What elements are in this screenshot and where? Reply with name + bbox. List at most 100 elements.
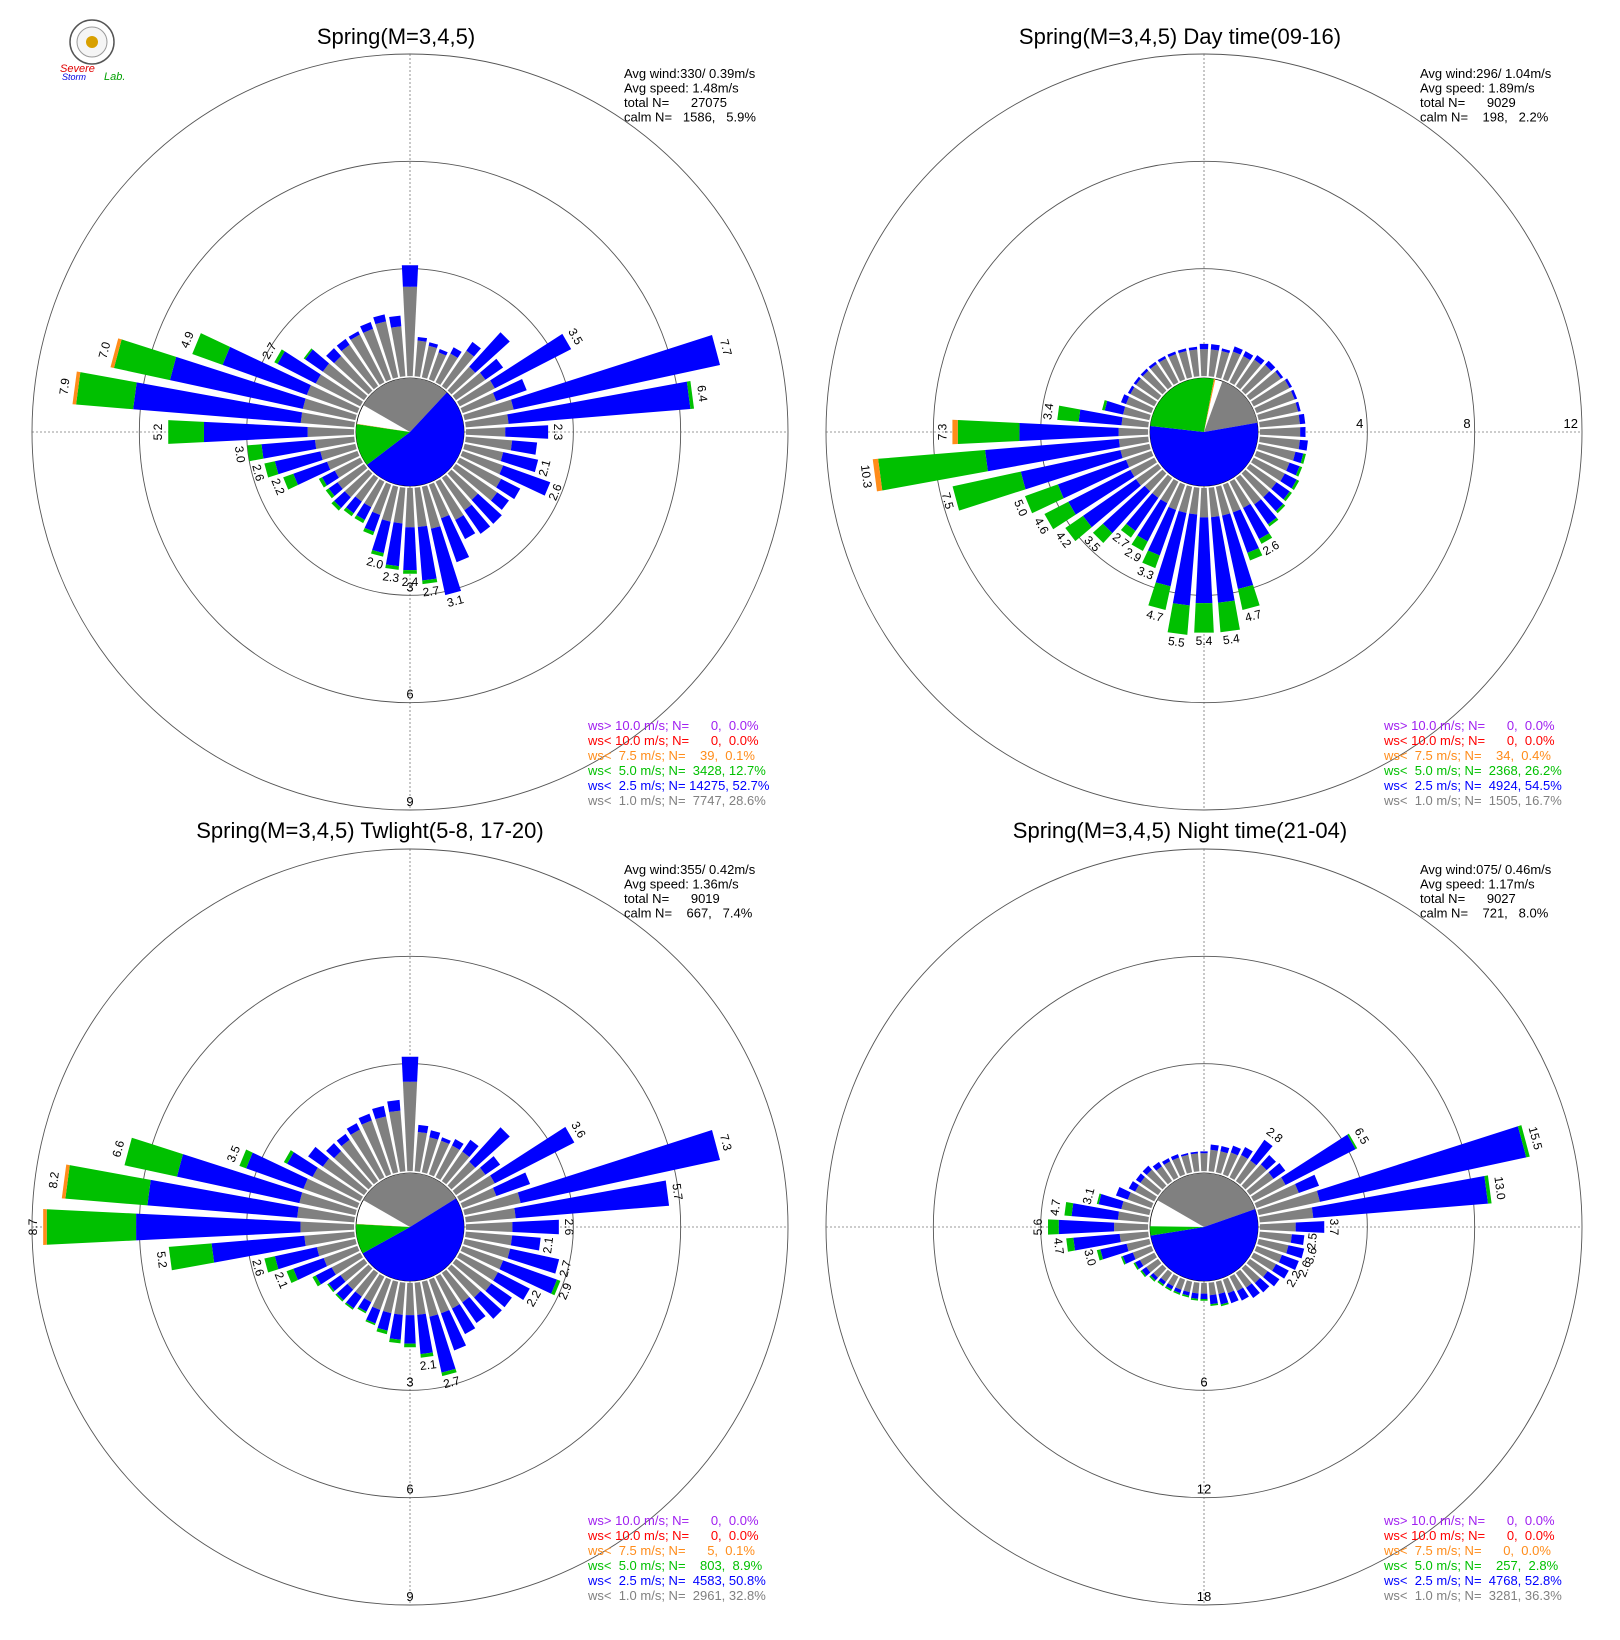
bar-segment-lt2_5 [1177,348,1187,354]
bar-segment-lt2_5 [308,1146,330,1167]
bar-segment-lt1 [457,457,502,488]
bar-segment-lt1 [1175,1277,1186,1290]
bar-segment-lt2_5 [1200,1293,1208,1300]
bar-segment-lt2_5 [1298,413,1306,425]
bar-segment-lt1 [337,463,368,490]
pie-slice-lt2_5 [362,1198,465,1282]
bar-segment-lt5 [957,419,1020,445]
bar-segment-lt1 [435,1145,460,1180]
bar-segment-lt2_5 [1260,1155,1276,1171]
pie-slice-lt5 [356,1224,410,1254]
bar-segment-lt1 [428,1140,450,1177]
bar-segment-lt2_5 [1173,1287,1182,1294]
bar-segment-lt5 [168,420,204,444]
ring-circle [31,848,789,1606]
bar-segment-lt1 [1215,1280,1225,1294]
bar-segment-lt1 [452,372,486,401]
bar-value-label: 2.6 [249,1258,267,1278]
bar-segment-lt2_5 [1236,1287,1249,1301]
bar-segment-lt1 [1120,443,1151,459]
legend-entry-gt10: ws> 10.0 m/s; N= 0, 0.0% [1383,1513,1555,1528]
bar-segment-lt1 [465,427,506,437]
bar-segment-lt1 [1139,1252,1157,1267]
bar-segment-lt2_5 [450,347,462,358]
bar-segment-lt1 [421,345,437,379]
bar-segment-lt2_5 [1122,1252,1136,1264]
bar-segment-lt2_5 [358,1298,372,1312]
pie-slice-lt1 [1204,381,1258,432]
bar-segment-lt2_5 [1218,1292,1229,1305]
bar-segment-lt2_5 [1232,346,1243,355]
bar-segment-lt2_5 [479,1156,501,1175]
pie-slice-lt1 [363,1173,456,1227]
bar-segment-lt1 [372,1277,392,1311]
bar-segment-lt2_5 [203,421,308,443]
bar-segment-lt2_5 [1209,1294,1218,1305]
bar-segment-lt2_5 [428,342,439,349]
bar-segment-lt1 [1132,1245,1154,1260]
bar-segment-lt2_5 [479,358,504,380]
bar-segment-lt2_5 [1140,368,1149,377]
ring-circle [932,955,1476,1499]
bar-segment-lt1 [1229,1274,1244,1292]
bar-segment-lt1 [1163,1161,1179,1180]
bar-segment-lt2_5 [372,1105,387,1120]
bar-segment-lt2_5 [1190,1151,1198,1155]
bar-value-label: 4.7 [1047,1198,1063,1217]
wind-rose-panel-3: 3693.67.35.72.62.12.72.92.22.72.12.12.65… [26,818,789,1606]
bar-segment-lt2_5 [401,265,419,287]
bar-segment-lt1 [383,1280,399,1314]
legend-entry-lt1: ws< 1.0 m/s; N= 7747, 28.6% [587,793,766,808]
bar-segment-lt1 [372,482,392,516]
bar-segment-lt2_5 [464,504,491,534]
bar-segment-lt2_5 [1191,1292,1199,1299]
bar-segment-lt1 [363,328,392,382]
bar-segment-lt5 [312,1275,321,1287]
bar-segment-lt2_5 [1135,1173,1145,1183]
lab-logo: Severe Storm Lab. [60,19,125,83]
legend-entry-lt10: ws< 10.0 m/s; N= 0, 0.0% [587,1528,759,1543]
bar-segment-lt1 [1208,349,1219,377]
bar-segment-lt1 [307,426,355,438]
bar-value-label: 2.1 [536,458,554,478]
bar-segment-lt1 [1257,1238,1289,1254]
legend-entry-lt7_5: ws< 7.5 m/s; N= 34, 0.4% [1383,748,1551,763]
bar-segment-lt1 [1118,427,1149,437]
bar-segment-lt5 [239,1149,253,1169]
bar-segment-lt2_5 [326,1143,342,1159]
bar-segment-lt2_5 [211,1235,306,1263]
bar-segment-lt1 [347,1264,373,1290]
bar-value-label: 3.1 [445,592,465,610]
bar-segment-lt5 [365,1319,376,1326]
bar-segment-lt1 [402,286,418,377]
bar-segment-lt1 [312,1167,363,1202]
stats-line: Avg wind:330/ 0.39m/s [624,66,756,81]
bar-segment-lt5 [1484,1175,1492,1204]
bar-segment-lt1 [1121,417,1149,428]
bar-value-label: 2.4 [402,575,419,589]
stats-line: Avg wind:296/ 1.04m/s [1420,66,1552,81]
bar-value-label: 2.6 [249,463,267,483]
stats-line: Avg wind:355/ 0.42m/s [624,862,756,877]
bar-value-label: 5.7 [669,1183,685,1202]
bar-value-label: 3.3 [1135,563,1156,582]
bar-segment-lt5 [441,1368,457,1377]
bar-segment-lt5 [1120,1256,1126,1265]
bar-segment-lt1 [1246,1172,1274,1196]
bar-segment-lt5 [1133,1262,1139,1270]
bar-segment-lt2_5 [492,1172,531,1197]
legend-entry-gt10: ws> 10.0 m/s; N= 0, 0.0% [1383,718,1555,733]
bar-segment-lt2_5 [1291,389,1298,400]
bar-segment-lt5 [124,1137,183,1177]
bar-segment-lt5 [76,372,137,410]
bar-segment-lt2_5 [985,439,1120,472]
pie-slice-lt2_5 [1150,1209,1259,1282]
bar-segment-lt2_5 [1188,346,1198,351]
bar-segment-lt1 [447,366,476,395]
bar-segment-lt7_5 [43,1209,47,1245]
bar-segment-lt1 [1259,1207,1314,1223]
bar-segment-lt1 [322,1158,368,1196]
bar-value-label: 4.7 [1145,607,1165,625]
bar-segment-lt1 [1215,1151,1228,1174]
